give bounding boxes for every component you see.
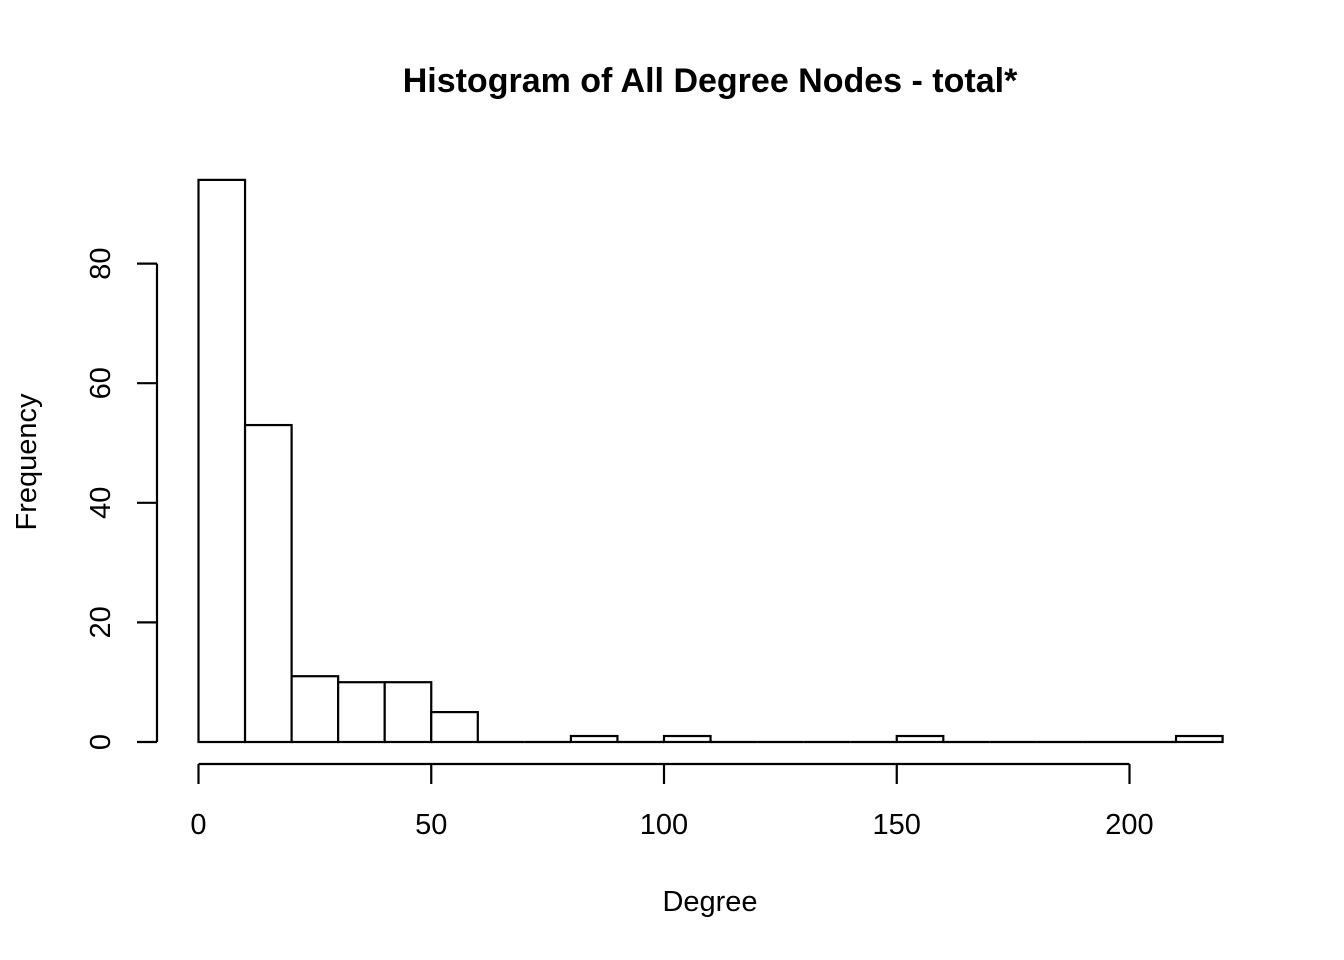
x-axis-label: Degree [662, 886, 757, 918]
histogram-bar-0 [197, 178, 247, 744]
histogram-bar-2 [290, 675, 340, 744]
histogram-bar-5 [430, 710, 479, 744]
y-tick-label: 20 [85, 606, 117, 638]
histogram-bar-21 [1174, 734, 1224, 744]
y-tick-label: 60 [85, 367, 117, 399]
chart-title: Histogram of All Degree Nodes - total* [403, 62, 1018, 100]
x-tick-label: 50 [415, 809, 447, 841]
x-axis: 0 50 100 150 200 [190, 762, 1154, 841]
histogram-bar-15 [895, 734, 945, 744]
histogram-bars [197, 178, 1224, 744]
x-tick-label: 100 [640, 809, 688, 841]
y-tick-label: 40 [85, 487, 117, 519]
histogram-bar-8 [569, 734, 619, 744]
histogram-bar-10 [662, 734, 712, 744]
x-tick-label: 150 [873, 809, 921, 841]
x-tick-label: 200 [1105, 809, 1153, 841]
histogram-bar-3 [337, 681, 386, 744]
x-tick-label: 0 [190, 809, 206, 841]
y-axis: 0 20 40 60 80 [85, 247, 159, 750]
histogram-bar-1 [243, 423, 293, 744]
y-tick-label: 80 [85, 247, 117, 279]
histogram-bar-4 [383, 681, 433, 744]
y-tick-label: 0 [85, 734, 117, 750]
y-axis-label: Frequency [11, 393, 43, 531]
